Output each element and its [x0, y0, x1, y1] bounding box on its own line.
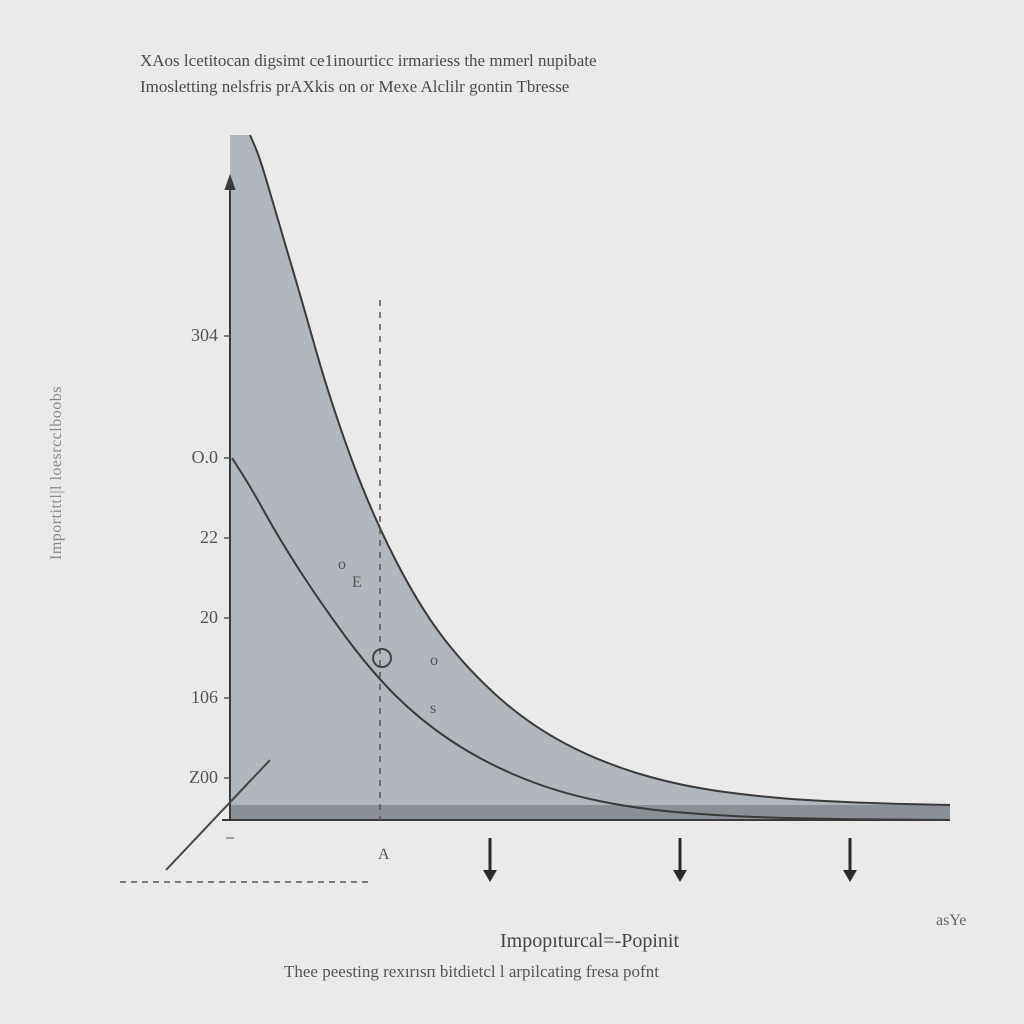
- point-label: o: [430, 652, 438, 670]
- x-axis-arrows: [483, 838, 857, 882]
- point-label: A: [378, 846, 390, 864]
- y-tick-label: 20: [162, 607, 218, 628]
- y-tick-label: 22: [162, 527, 218, 548]
- curve-outer-area: [230, 135, 950, 820]
- point-label: s: [430, 700, 436, 718]
- chart-canvas: [0, 0, 1024, 1024]
- x-axis-label: Impopıturcal=-Popinit: [500, 930, 679, 953]
- y-axis-label: Importittl|l loesrcclboobs: [48, 386, 66, 560]
- base-band: [230, 805, 950, 820]
- point-label: o: [338, 556, 346, 574]
- y-tick-label: 304: [162, 325, 218, 346]
- y-tick-label: 106: [162, 687, 218, 708]
- y-tick-label: Z00: [162, 767, 218, 788]
- point-label: E: [352, 574, 362, 592]
- y-tick-label: O.0: [162, 447, 218, 468]
- x-axis-end-label: asYe: [936, 912, 966, 930]
- chart-caption: Thee peesting rexırısп bitdietcl l arpil…: [284, 962, 659, 982]
